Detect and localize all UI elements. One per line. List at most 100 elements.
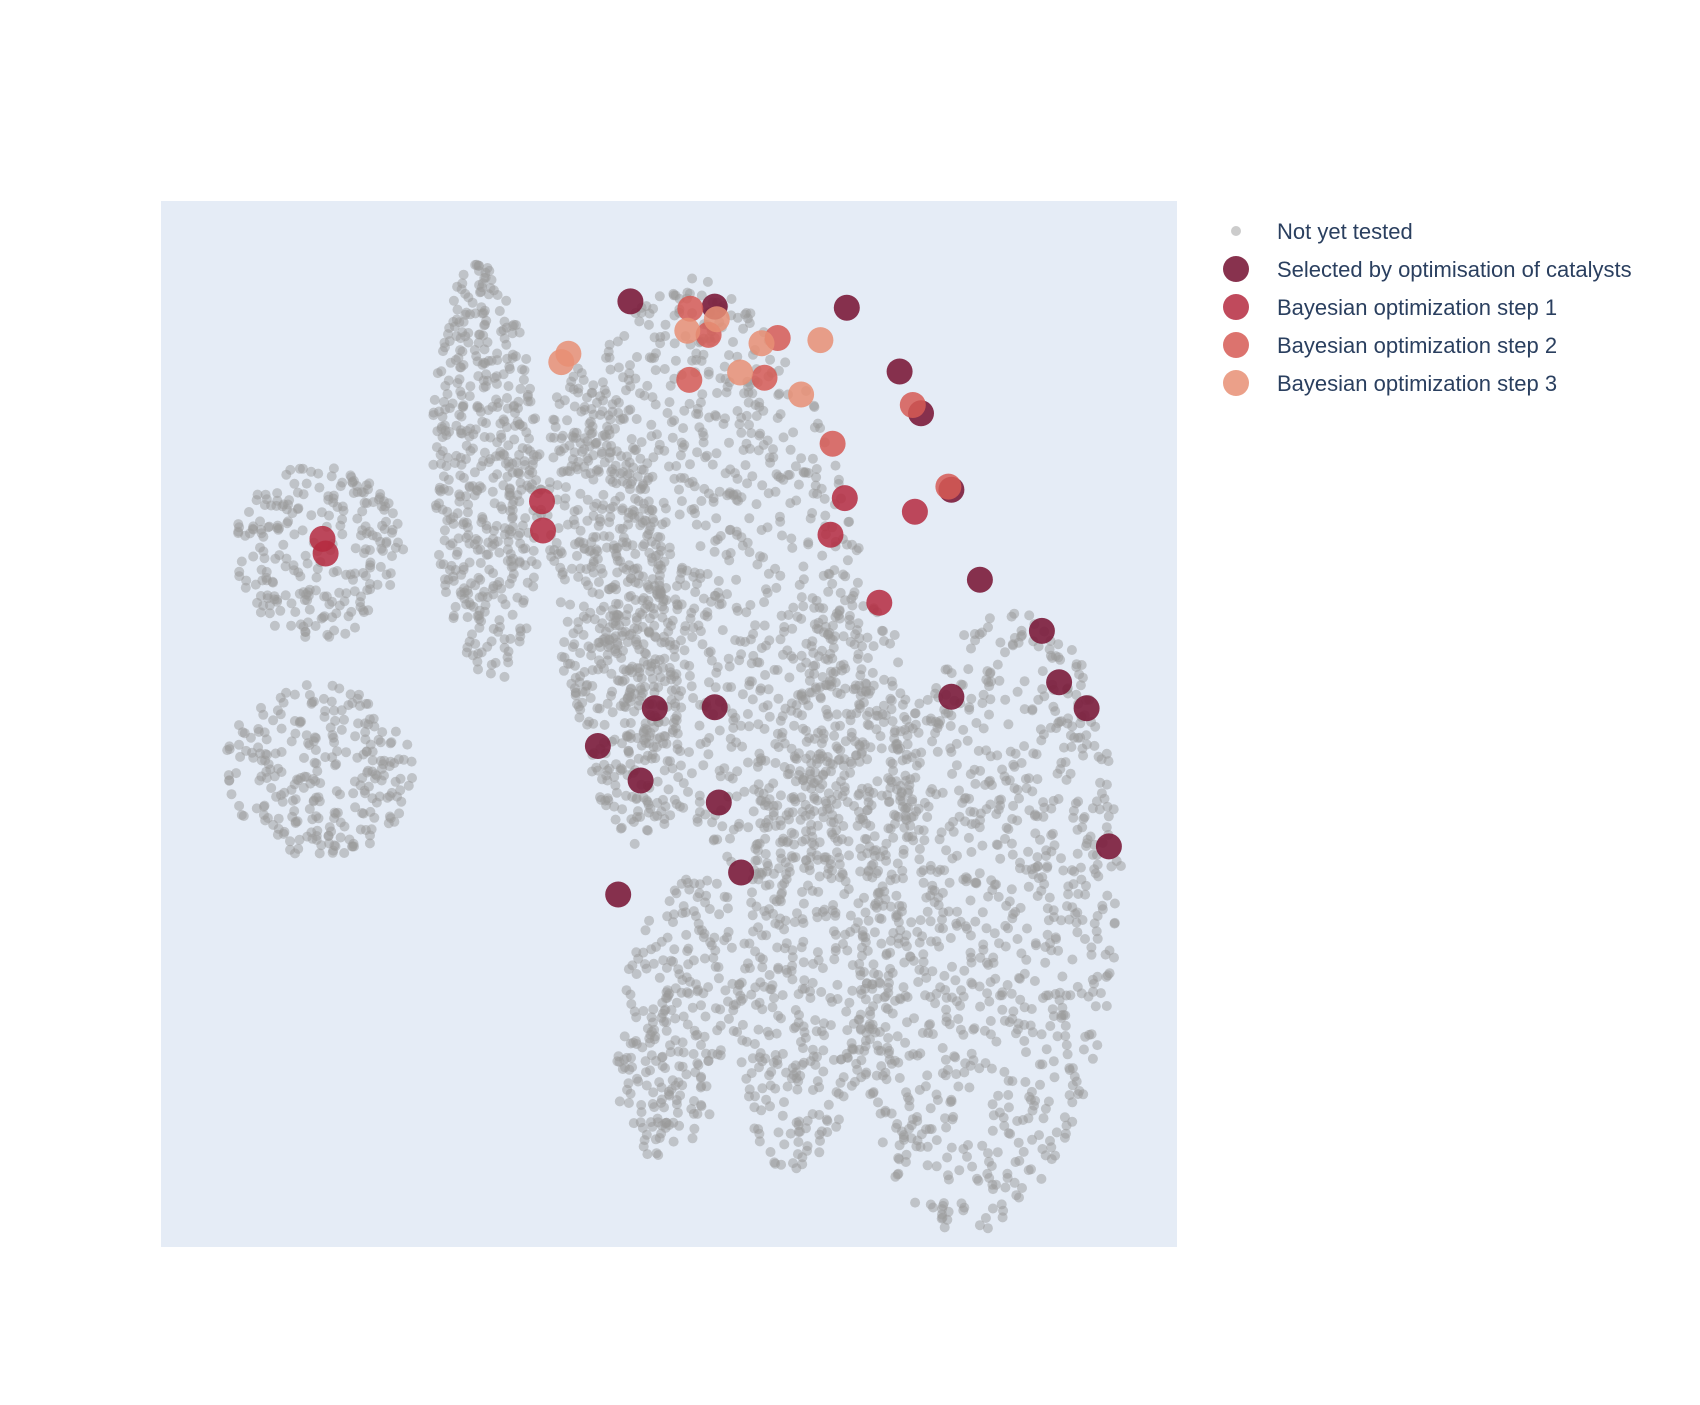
background-point: [901, 754, 912, 765]
background-point: [977, 698, 988, 709]
background-point: [647, 513, 658, 524]
legend-item-2[interactable]: Bayesian optimization step 1: [1223, 294, 1557, 320]
background-point: [845, 715, 856, 726]
legend-item-3[interactable]: Bayesian optimization step 2: [1223, 332, 1557, 358]
point-series-2[interactable]: [866, 589, 893, 616]
point-series-2[interactable]: [901, 498, 928, 525]
background-point: [832, 790, 843, 800]
background-point: [785, 498, 796, 509]
background-point: [286, 620, 297, 631]
point-series-2[interactable]: [831, 485, 858, 512]
background-point: [575, 488, 586, 499]
point-series-2[interactable]: [817, 521, 844, 548]
background-point: [898, 982, 909, 993]
background-point: [925, 890, 936, 901]
point-series-3[interactable]: [676, 366, 703, 393]
background-point: [640, 484, 651, 495]
background-point: [702, 276, 713, 287]
background-point: [798, 1043, 808, 1054]
point-series-3[interactable]: [899, 392, 926, 418]
point-series-4[interactable]: [807, 327, 834, 354]
point-series-1[interactable]: [1046, 669, 1073, 696]
point-series-1[interactable]: [966, 566, 993, 593]
background-point: [962, 735, 973, 746]
background-point: [337, 529, 348, 540]
background-point: [573, 617, 584, 628]
point-series-3[interactable]: [935, 473, 962, 500]
point-series-4[interactable]: [748, 330, 775, 357]
point-series-1[interactable]: [605, 881, 632, 908]
point-series-3[interactable]: [819, 430, 846, 457]
background-point: [778, 432, 789, 443]
point-series-1[interactable]: [833, 294, 860, 321]
point-series-2[interactable]: [312, 540, 339, 567]
background-point: [947, 853, 958, 864]
background-point: [1000, 833, 1010, 844]
background-point: [836, 1054, 846, 1065]
background-point: [1101, 822, 1112, 833]
background-point: [945, 1097, 956, 1108]
background-point: [881, 838, 892, 849]
background-point: [952, 906, 963, 917]
point-series-2[interactable]: [530, 517, 556, 544]
point-series-1[interactable]: [705, 789, 732, 816]
point-series-4[interactable]: [703, 306, 730, 333]
point-series-4[interactable]: [674, 317, 701, 344]
background-point: [465, 309, 476, 320]
point-series-1[interactable]: [1095, 833, 1122, 860]
legend[interactable]: Not yet tested Selected by optimisation o…: [1223, 219, 1632, 396]
background-point: [794, 1126, 805, 1137]
background-point: [822, 869, 833, 879]
background-point: [789, 720, 800, 731]
background-point: [649, 631, 660, 642]
background-point: [438, 559, 449, 570]
background-point: [1092, 933, 1103, 944]
background-point: [594, 655, 604, 666]
point-series-1[interactable]: [617, 288, 644, 315]
background-point: [251, 803, 262, 814]
background-point: [692, 813, 703, 824]
point-series-1[interactable]: [584, 733, 611, 759]
background-point: [880, 1022, 891, 1032]
point-series-4[interactable]: [727, 359, 754, 386]
point-series-1[interactable]: [1073, 695, 1100, 722]
background-point: [639, 390, 650, 401]
background-point: [478, 456, 489, 467]
background-point: [1050, 1150, 1061, 1161]
legend-item-0[interactable]: Not yet tested: [1231, 219, 1413, 244]
background-point: [728, 1026, 739, 1036]
background-point: [1059, 1112, 1070, 1123]
background-point: [339, 596, 350, 607]
background-point: [1003, 1128, 1014, 1139]
point-series-1[interactable]: [627, 767, 654, 794]
background-point: [770, 563, 781, 574]
point-series-1[interactable]: [701, 694, 728, 721]
background-point: [625, 360, 635, 371]
background-point: [988, 1184, 998, 1195]
highlighted-points: [309, 288, 1122, 908]
background-point: [565, 599, 576, 610]
background-point: [1049, 1072, 1060, 1083]
background-point: [809, 840, 820, 851]
background-point: [721, 387, 732, 398]
point-series-1[interactable]: [641, 695, 668, 722]
background-point: [569, 506, 580, 517]
background-point: [492, 580, 503, 590]
point-series-2[interactable]: [529, 488, 555, 515]
point-series-4[interactable]: [788, 381, 815, 408]
point-series-4[interactable]: [548, 349, 575, 376]
background-point: [914, 698, 925, 709]
point-series-1[interactable]: [886, 358, 913, 385]
background-point: [659, 1102, 669, 1113]
background-point: [685, 459, 695, 470]
point-series-1[interactable]: [938, 683, 965, 710]
point-series-1[interactable]: [728, 859, 755, 886]
background-point: [591, 762, 602, 773]
point-series-3[interactable]: [751, 364, 778, 391]
background-point: [455, 362, 466, 373]
legend-item-1[interactable]: Selected by optimisation of catalysts: [1223, 256, 1632, 282]
point-series-1[interactable]: [1028, 617, 1055, 644]
background-point: [847, 539, 857, 550]
legend-item-4[interactable]: Bayesian optimization step 3: [1223, 370, 1557, 396]
point-series-3[interactable]: [677, 295, 704, 322]
